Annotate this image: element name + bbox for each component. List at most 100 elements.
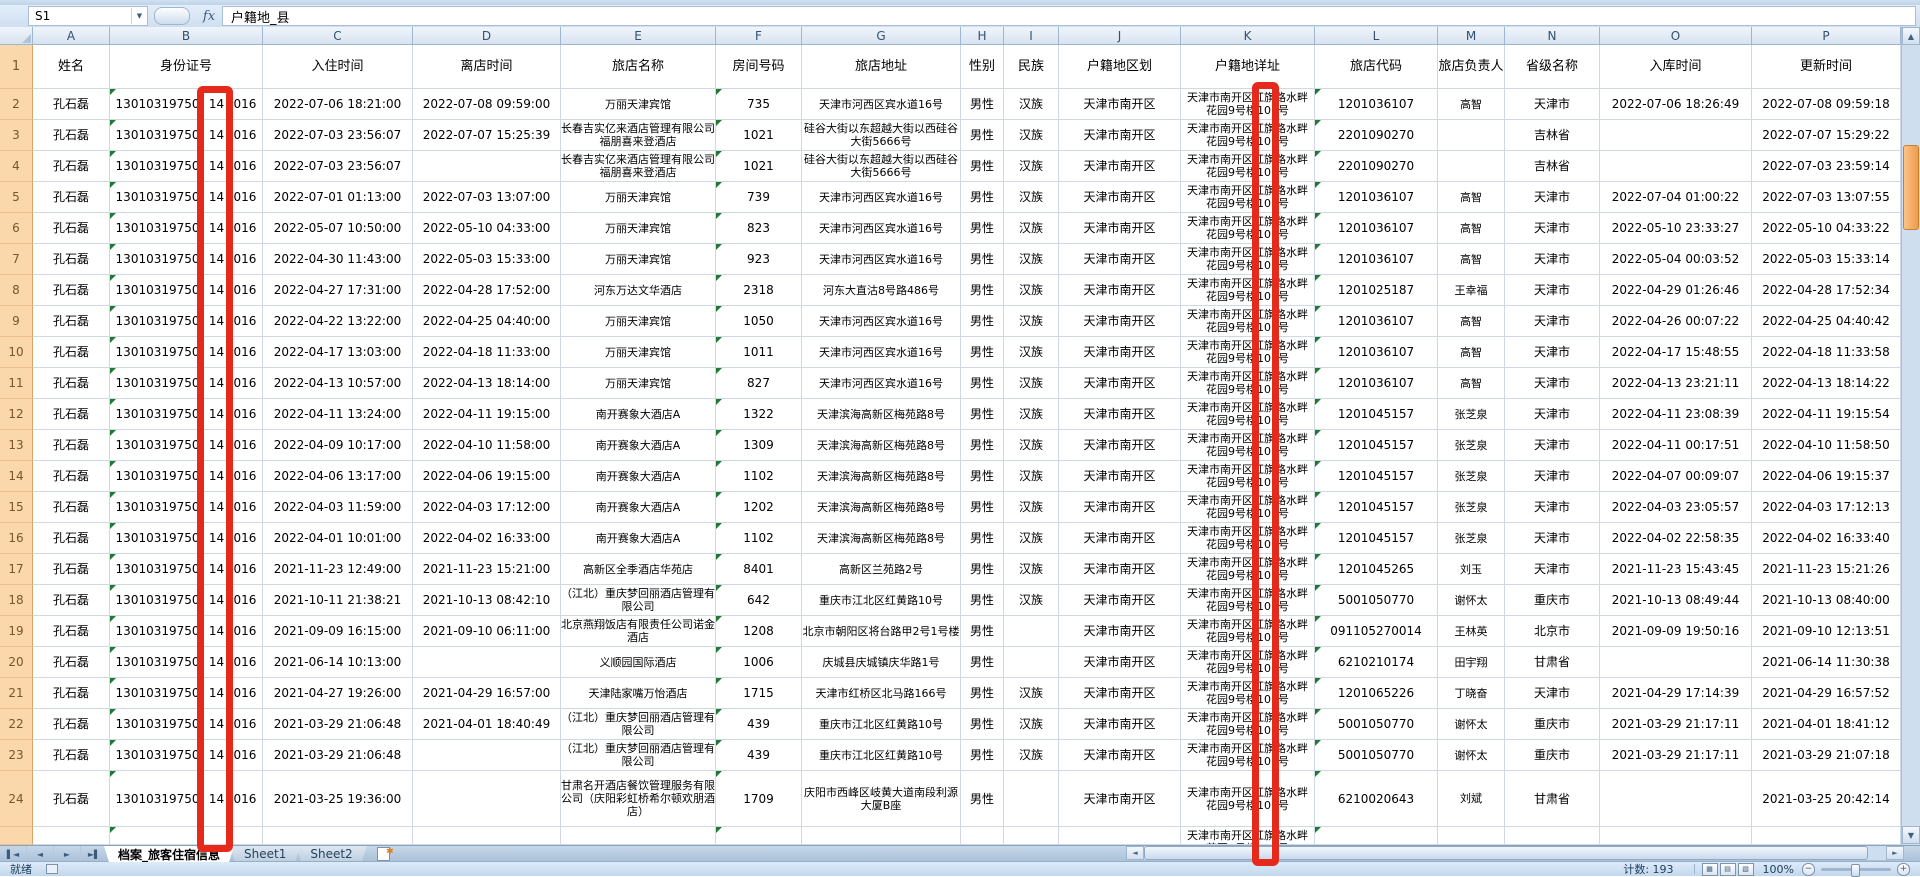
cell-name[interactable]: 孔石磊	[33, 244, 110, 275]
scroll-down-icon[interactable]: ▼	[1902, 826, 1920, 844]
cell-addr[interactable]: 重庆市江北区红黄路10号	[802, 740, 961, 771]
cell-mgr[interactable]: 张芝泉	[1438, 430, 1505, 461]
cell-hotel[interactable]: （江北）重庆梦回丽酒店管理有限公司	[561, 740, 716, 771]
column-title-I[interactable]: 民族	[1004, 45, 1059, 89]
cell-stored[interactable]: 2021-03-29 21:17:11	[1600, 709, 1752, 740]
cell-hotel[interactable]: 南开赛象大酒店A	[561, 461, 716, 492]
row-header[interactable]: 6	[0, 213, 33, 244]
cell-region[interactable]: 天津市南开区	[1059, 306, 1181, 337]
cell-in[interactable]: 2021-09-09 16:15:00	[263, 616, 413, 647]
cell-region[interactable]: 天津市南开区	[1059, 771, 1181, 827]
cell-id-number[interactable]: 13010319750 14 016	[110, 399, 263, 430]
cell-id-number[interactable]: 13010319750 14 016	[110, 182, 263, 213]
column-header-B[interactable]: B	[110, 27, 263, 45]
cell-gender[interactable]: 男性	[961, 647, 1004, 678]
cell-detail-address[interactable]: 天津市南开区红旗路水畔花园9号楼101号	[1181, 89, 1315, 120]
column-header-K[interactable]: K	[1181, 27, 1315, 45]
cell-updated[interactable]: 2022-05-10 04:33:22	[1752, 213, 1901, 244]
cell-prov[interactable]: 重庆市	[1505, 585, 1600, 616]
cell-updated[interactable]: 2021-11-23 15:21:26	[1752, 554, 1901, 585]
cell-eth[interactable]	[1004, 647, 1059, 678]
cell-in[interactable]: 2021-11-23 12:49:00	[263, 554, 413, 585]
cell-out[interactable]: 2022-04-25 04:40:00	[413, 306, 561, 337]
cell-detail-address[interactable]: 天津市南开区红旗路水畔花园9号楼101号	[1181, 244, 1315, 275]
cell-out[interactable]: 2022-07-07 15:25:39	[413, 120, 561, 151]
cell-mgr[interactable]: 高智	[1438, 306, 1505, 337]
cell-name[interactable]: 孔石磊	[33, 182, 110, 213]
horizontal-scrollbar[interactable]: ◄ ►	[1126, 846, 1904, 860]
cell-code[interactable]: 6210020643	[1315, 771, 1438, 827]
cell-out[interactable]: 2022-07-08 09:59:00	[413, 89, 561, 120]
cell-in[interactable]	[263, 827, 413, 845]
cell-gender[interactable]: 男性	[961, 523, 1004, 554]
cell-stored[interactable]: 2022-04-17 15:48:55	[1600, 337, 1752, 368]
cell-name[interactable]: 孔石磊	[33, 430, 110, 461]
cell-prov[interactable]: 天津市	[1505, 275, 1600, 306]
cell-mgr[interactable]	[1438, 120, 1505, 151]
cell-eth[interactable]: 汉族	[1004, 89, 1059, 120]
column-header-O[interactable]: O	[1600, 27, 1752, 45]
cell-detail-address[interactable]: 天津市南开区红旗路水畔花园9号楼101号	[1181, 740, 1315, 771]
cell-room[interactable]: 1102	[716, 461, 802, 492]
cell-addr[interactable]: 天津市河西区宾水道16号	[802, 306, 961, 337]
cell-prov[interactable]	[1505, 827, 1600, 845]
cell-addr[interactable]: 庆城县庆城镇庆华路1号	[802, 647, 961, 678]
cell-stored[interactable]: 2022-05-10 23:33:27	[1600, 213, 1752, 244]
row-header[interactable]: 16	[0, 523, 33, 554]
cell-eth[interactable]	[1004, 827, 1059, 845]
cell-prov[interactable]: 天津市	[1505, 89, 1600, 120]
cell-code[interactable]: 091105270014	[1315, 616, 1438, 647]
cell-hotel[interactable]	[561, 827, 716, 845]
cell-gender[interactable]: 男性	[961, 244, 1004, 275]
cell-code[interactable]: 2201090270	[1315, 120, 1438, 151]
first-sheet-icon[interactable]: ▌◄	[0, 846, 27, 862]
row-header[interactable]: 2	[0, 89, 33, 120]
cell-detail-address[interactable]: 天津市南开区红旗路水畔花园9号楼101号	[1181, 337, 1315, 368]
cell-in[interactable]: 2021-06-14 10:13:00	[263, 647, 413, 678]
cell-prov[interactable]: 吉林省	[1505, 151, 1600, 182]
cell-hotel[interactable]: 甘肃名开酒店餐饮管理服务有限公司（庆阳彩虹桥希尔顿欢朋酒店）	[561, 771, 716, 827]
cell-code[interactable]: 5001050770	[1315, 740, 1438, 771]
cell-in[interactable]: 2022-04-30 11:43:00	[263, 244, 413, 275]
cell-in[interactable]: 2022-04-17 13:03:00	[263, 337, 413, 368]
cell-out[interactable]	[413, 740, 561, 771]
cell-eth[interactable]: 汉族	[1004, 182, 1059, 213]
cell-name[interactable]: 孔石磊	[33, 461, 110, 492]
cell-out[interactable]	[413, 771, 561, 827]
column-title-J[interactable]: 户籍地区划	[1059, 45, 1181, 89]
cell-out[interactable]: 2021-10-13 08:42:10	[413, 585, 561, 616]
cell-eth[interactable]: 汉族	[1004, 585, 1059, 616]
cell-code[interactable]: 1201045157	[1315, 399, 1438, 430]
cell-detail-address[interactable]: 天津市南开区红旗路水畔花园9号楼101号	[1181, 616, 1315, 647]
cell-mgr[interactable]	[1438, 151, 1505, 182]
cell-room[interactable]: 1208	[716, 616, 802, 647]
page-layout-view-icon[interactable]: ▤	[1719, 862, 1736, 876]
cell-detail-address[interactable]: 天津市南开区红旗路水畔花园9号楼101号	[1181, 523, 1315, 554]
cell-mgr[interactable]: 高智	[1438, 182, 1505, 213]
cell-detail-address[interactable]: 天津市南开区红旗路水畔花园9号楼101号	[1181, 709, 1315, 740]
cell-in[interactable]: 2021-03-29 21:06:48	[263, 709, 413, 740]
cell-gender[interactable]: 男性	[961, 709, 1004, 740]
cell-mgr[interactable]: 高智	[1438, 368, 1505, 399]
cell-code[interactable]: 1201045157	[1315, 492, 1438, 523]
cell-stored[interactable]: 2021-09-09 19:50:16	[1600, 616, 1752, 647]
cell-mgr[interactable]: 王幸福	[1438, 275, 1505, 306]
cell-name[interactable]: 孔石磊	[33, 709, 110, 740]
cell-name[interactable]: 孔石磊	[33, 678, 110, 709]
cell-gender[interactable]: 男性	[961, 151, 1004, 182]
cell-prov[interactable]: 天津市	[1505, 430, 1600, 461]
cell-detail-address[interactable]: 天津市南开区红旗路水畔花园9号楼101号	[1181, 399, 1315, 430]
zoom-out-icon[interactable]: −	[1802, 862, 1815, 876]
column-header-D[interactable]: D	[413, 27, 561, 45]
cell-code[interactable]: 6210210174	[1315, 647, 1438, 678]
cell-hotel[interactable]: （江北）重庆梦回丽酒店管理有限公司	[561, 709, 716, 740]
row-header[interactable]: 1	[0, 45, 33, 89]
column-header-A[interactable]: A	[33, 27, 110, 45]
cell-eth[interactable]: 汉族	[1004, 306, 1059, 337]
cell-room[interactable]: 1709	[716, 771, 802, 827]
column-title-N[interactable]: 省级名称	[1505, 45, 1600, 89]
cell-room[interactable]: 827	[716, 368, 802, 399]
cell-region[interactable]: 天津市南开区	[1059, 616, 1181, 647]
cell-eth[interactable]: 汉族	[1004, 213, 1059, 244]
cell-eth[interactable]: 汉族	[1004, 120, 1059, 151]
